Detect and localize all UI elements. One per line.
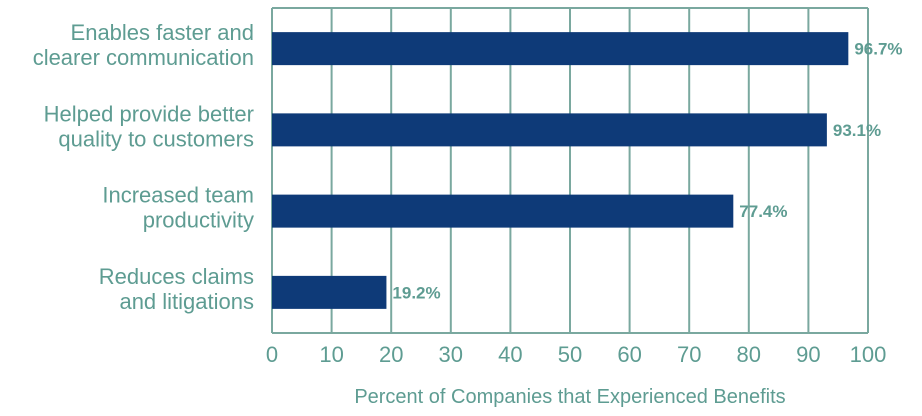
bar-2 — [272, 113, 827, 147]
category-label-3-line-1: Increased team — [102, 183, 254, 208]
x-tick-label-30: 30 — [439, 342, 463, 367]
x-tick-label-40: 40 — [498, 342, 522, 367]
value-label-1: 96.7% — [854, 40, 902, 59]
category-label-2-line-2: quality to customers — [58, 126, 254, 151]
category-label-4-line-2: and litigations — [119, 289, 254, 314]
category-label-4-line-1: Reduces claims — [99, 264, 254, 289]
category-label-1: Enables faster and clearer communication — [33, 20, 254, 70]
x-tick-label-0: 0 — [266, 342, 278, 367]
x-tick-label-70: 70 — [677, 342, 701, 367]
category-label-1-line-1: Enables faster and — [71, 20, 254, 45]
bar-3 — [272, 194, 734, 228]
x-tick-labels: 0 10 20 30 40 50 60 70 80 90 100 — [266, 342, 886, 367]
x-tick-label-90: 90 — [796, 342, 820, 367]
bars — [272, 32, 849, 309]
category-label-2: Helped provide better quality to customer… — [44, 101, 254, 151]
x-tick-label-20: 20 — [379, 342, 403, 367]
category-label-1-line-2: clearer communication — [33, 45, 254, 70]
x-axis-title: Percent of Companies that Experienced Be… — [354, 386, 785, 408]
category-labels: Enables faster and clearer communication H… — [33, 20, 254, 314]
category-label-3: Increased team productivity — [102, 183, 254, 233]
value-label-4: 19.2% — [392, 283, 440, 302]
x-tick-label-80: 80 — [737, 342, 761, 367]
category-label-4: Reduces claims and litigations — [99, 264, 254, 314]
x-tick-label-10: 10 — [319, 342, 343, 367]
x-tick-label-60: 60 — [617, 342, 641, 367]
value-labels: 96.7% 93.1% 77.4% 19.2% — [392, 40, 902, 303]
value-label-3: 77.4% — [739, 202, 787, 221]
bar-1 — [272, 32, 849, 66]
bar-4 — [272, 275, 387, 309]
category-label-3-line-2: productivity — [143, 208, 254, 233]
x-tick-label-50: 50 — [558, 342, 582, 367]
x-tick-label-100: 100 — [850, 342, 887, 367]
category-label-2-line-1: Helped provide better — [44, 101, 254, 126]
value-label-2: 93.1% — [833, 121, 881, 140]
